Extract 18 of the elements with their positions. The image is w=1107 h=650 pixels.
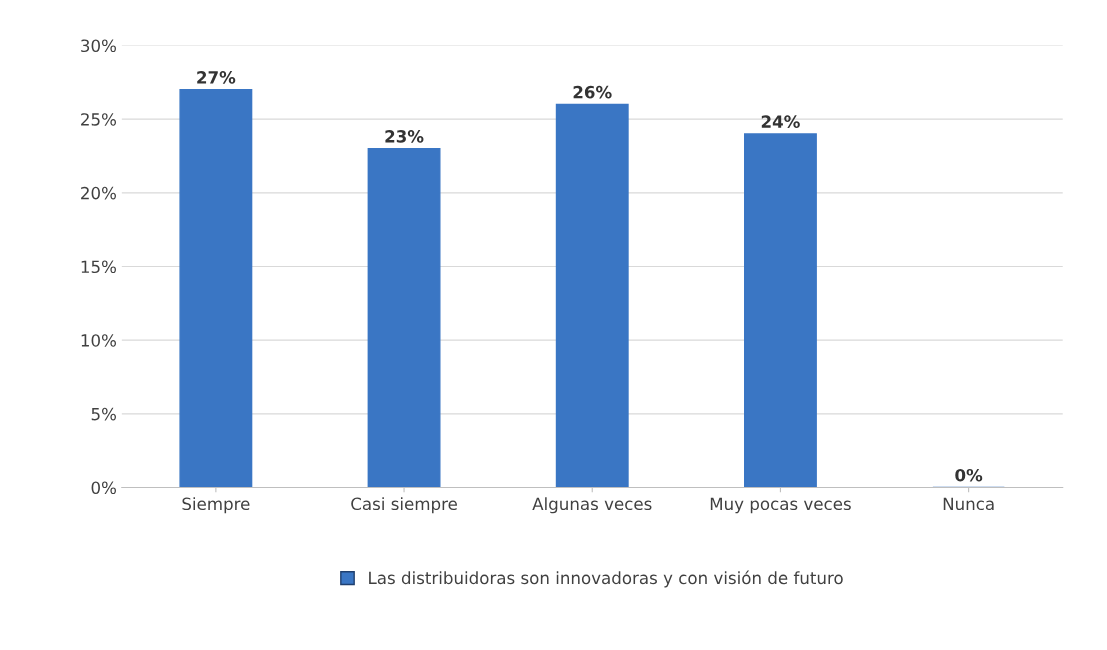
y-tick-label: 25% bbox=[81, 113, 116, 126]
data-label: 24% bbox=[761, 115, 800, 128]
x-tick-label: Casi siempre bbox=[351, 497, 457, 514]
data-label: 0% bbox=[955, 468, 983, 482]
x-tick-label: Nunca bbox=[943, 497, 994, 511]
y-tick-label: 15% bbox=[81, 260, 116, 274]
data-label: 23% bbox=[385, 130, 424, 143]
x-tick-label: Muy pocas veces bbox=[710, 497, 851, 514]
y-tick-label: 20% bbox=[81, 186, 116, 200]
data-label: 26% bbox=[573, 85, 612, 99]
y-tick-label: 30% bbox=[81, 39, 116, 53]
y-tick-label: 10% bbox=[81, 334, 116, 347]
x-tick-label: Siempre bbox=[182, 497, 250, 514]
data-label: 27% bbox=[197, 71, 236, 84]
y-tick-label: 5% bbox=[91, 407, 116, 421]
x-tick-label: Algunas veces bbox=[532, 497, 652, 514]
legend-label: Las distribuidoras son innovadoras y con visión de futuro bbox=[369, 570, 843, 588]
y-tick-label: 0% bbox=[91, 481, 116, 495]
